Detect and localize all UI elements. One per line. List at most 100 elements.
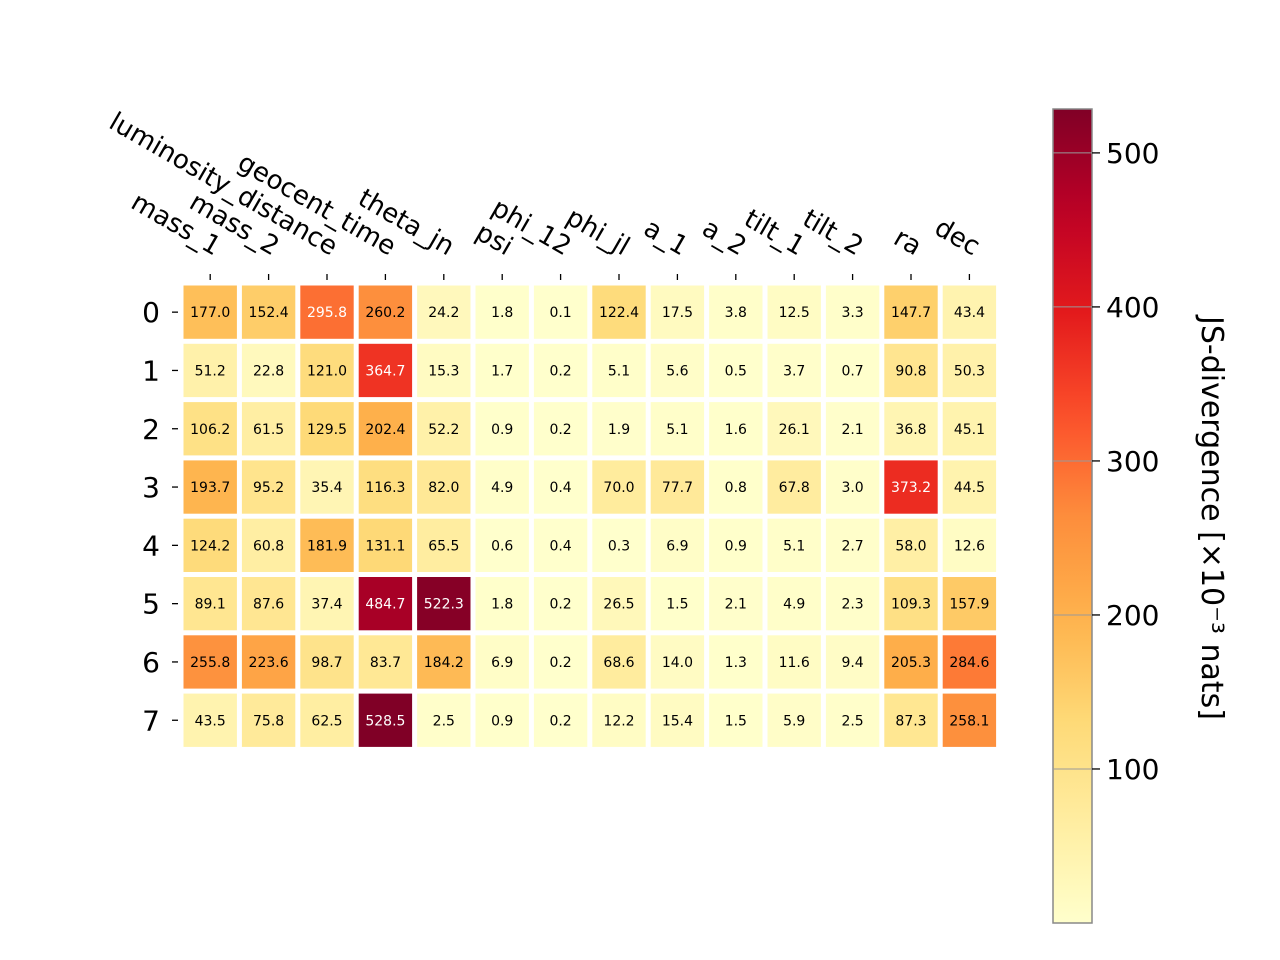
cell-value-label: 255.8 (190, 655, 230, 671)
cell-value-label: 106.2 (190, 422, 230, 438)
heatmap-cell (475, 402, 529, 456)
heatmap-cell (417, 343, 471, 398)
heatmap-cell (709, 343, 763, 398)
heatmap-cell (358, 635, 413, 689)
cell-value-label: 0.1 (549, 305, 571, 321)
heatmap-cell (358, 518, 413, 572)
x-tick-label: ra (888, 223, 926, 262)
cell-value-label: 83.7 (370, 655, 401, 671)
heatmap-cell (825, 577, 880, 631)
cell-value-label: 0.7 (841, 363, 863, 379)
colorbar-strip (1052, 108, 1093, 924)
heatmap-cell (825, 518, 880, 572)
cell-value-label: 65.5 (428, 538, 459, 554)
x-tick-label: tilt_1 (739, 204, 810, 262)
heatmap-cell (650, 577, 705, 631)
cell-value-label: 223.6 (249, 655, 289, 671)
cell-value-label: 528.5 (365, 713, 405, 729)
cell-value-label: 43.4 (954, 305, 985, 321)
x-tick-label: tilt_2 (797, 204, 868, 262)
cell-value-label: 24.2 (428, 305, 459, 321)
heatmap-cell (183, 343, 237, 398)
cell-value-label: 87.3 (895, 713, 926, 729)
heatmap-cell (942, 402, 997, 456)
cell-value-label: 4.9 (783, 597, 805, 613)
heatmap-cell (417, 402, 471, 456)
heatmap-cell (183, 285, 237, 339)
x-tick-label: phi_jl (561, 202, 635, 262)
heatmap-cell (709, 518, 763, 572)
heatmap-cell (300, 460, 354, 514)
cell-value-label: 50.3 (954, 363, 985, 379)
cell-value-label: 0.6 (491, 538, 513, 554)
heatmap-cell (533, 402, 588, 456)
cell-value-label: 0.3 (608, 538, 630, 554)
cell-value-label: 0.2 (549, 713, 571, 729)
heatmap-cell (300, 693, 354, 747)
cell-value-label: 0.4 (549, 538, 571, 554)
cell-value-label: 4.9 (491, 480, 513, 496)
heatmap-cell (417, 285, 471, 339)
cell-value-label: 3.3 (841, 305, 863, 321)
heatmap-cell (650, 402, 705, 456)
heatmap-cell (241, 635, 296, 689)
cell-value-label: 124.2 (190, 538, 230, 554)
cell-value-label: 522.3 (424, 597, 464, 613)
cell-value-label: 35.4 (311, 480, 342, 496)
heatmap-cell (300, 343, 354, 398)
y-tick-label: 1 (142, 354, 160, 387)
heatmap-cell (533, 635, 588, 689)
heatmap-cell (475, 577, 529, 631)
heatmap-cell (942, 635, 997, 689)
cell-value-label: 12.5 (779, 305, 810, 321)
heatmap-cell (533, 693, 588, 747)
heatmap-cell (475, 693, 529, 747)
heatmap-cell (417, 693, 471, 747)
cell-value-label: 116.3 (365, 480, 405, 496)
cell-value-label: 45.1 (954, 422, 985, 438)
heatmap-cell (183, 518, 237, 572)
cell-value-label: 0.9 (491, 422, 513, 438)
cell-value-label: 157.9 (949, 597, 989, 613)
cell-value-label: 0.8 (725, 480, 747, 496)
cell-value-label: 58.0 (895, 538, 926, 554)
y-tick-label: 0 (142, 296, 160, 329)
cell-value-label: 3.8 (725, 305, 747, 321)
cell-value-label: 15.4 (662, 713, 693, 729)
y-tick-label: 2 (142, 413, 160, 446)
cell-value-label: 9.4 (841, 655, 863, 671)
cell-value-label: 6.9 (666, 538, 688, 554)
colorbar-tick-label: 100 (1106, 753, 1159, 786)
heatmap-cell (884, 635, 938, 689)
heatmap-cell (884, 693, 938, 747)
heatmap-cell (417, 577, 471, 631)
heatmap-cell (592, 285, 646, 339)
cell-value-label: 37.4 (311, 597, 342, 613)
cell-value-label: 60.8 (253, 538, 284, 554)
cell-value-label: 152.4 (249, 305, 289, 321)
heatmap-cell (884, 343, 938, 398)
heatmap-cell (709, 635, 763, 689)
cell-value-label: 2.1 (725, 597, 747, 613)
heatmap-cell (767, 402, 821, 456)
heatmap-cell (592, 402, 646, 456)
heatmap-cell (183, 635, 237, 689)
cell-value-label: 0.4 (549, 480, 571, 496)
heatmap-cell (650, 460, 705, 514)
cell-value-label: 90.8 (895, 363, 926, 379)
colorbar-tick-label: 200 (1106, 599, 1159, 632)
cell-value-label: 202.4 (365, 422, 405, 438)
cell-value-label: 0.2 (549, 422, 571, 438)
cell-value-label: 17.5 (662, 305, 693, 321)
heatmap-cell (767, 285, 821, 339)
heatmap-cell (942, 518, 997, 572)
cell-value-label: 26.1 (779, 422, 810, 438)
heatmap-cell (592, 693, 646, 747)
heatmap-cell (241, 402, 296, 456)
heatmap-cell (767, 518, 821, 572)
cell-value-label: 14.0 (662, 655, 693, 671)
heatmap-cell (300, 285, 354, 339)
cell-value-label: 181.9 (307, 538, 347, 554)
y-axis: 0 1 2 3 4 5 6 7 (142, 296, 178, 737)
